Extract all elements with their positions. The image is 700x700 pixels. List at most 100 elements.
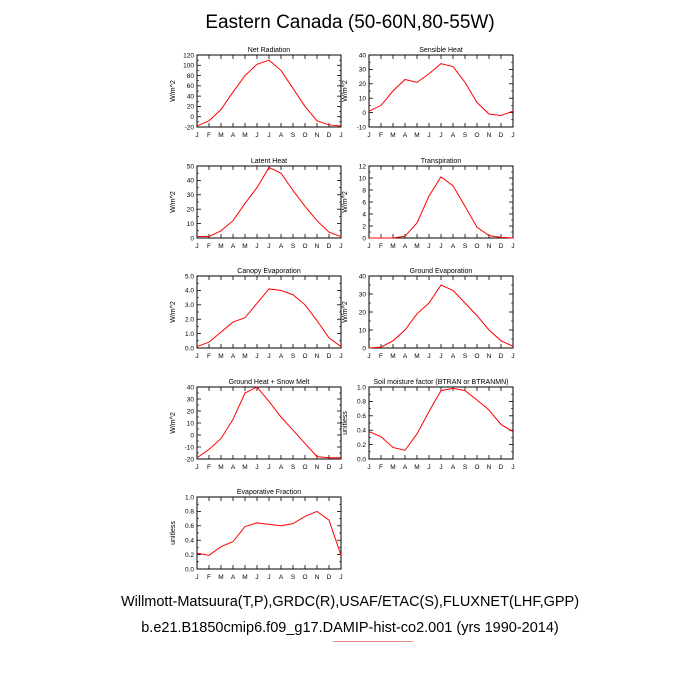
- data-point: [500, 115, 502, 117]
- y-tick-label: 30: [187, 192, 195, 199]
- chart-title: Transpiration: [421, 158, 462, 165]
- data-point: [476, 399, 478, 401]
- data-point: [220, 438, 222, 440]
- x-tick-label: A: [403, 132, 408, 139]
- x-tick-label: A: [279, 243, 284, 250]
- x-tick-label: A: [231, 132, 236, 139]
- x-tick-label: J: [255, 464, 258, 471]
- data-point: [256, 386, 258, 388]
- x-tick-label: M: [242, 574, 247, 581]
- data-point: [208, 341, 210, 343]
- data-point: [256, 63, 258, 65]
- y-tick-label: 0.0: [185, 566, 194, 573]
- x-tick-label: J: [195, 132, 198, 139]
- y-tick-label: 0: [362, 345, 366, 352]
- y-tick-label: 2: [362, 223, 366, 230]
- data-point: [316, 456, 318, 458]
- y-tick-label: 12: [359, 163, 367, 170]
- y-tick-label: 0.4: [185, 538, 194, 545]
- y-tick-label: 0: [190, 432, 194, 439]
- x-tick-label: M: [218, 243, 223, 250]
- data-point: [208, 555, 210, 557]
- y-tick-label: 6: [362, 199, 366, 206]
- y-tick-label: -20: [185, 124, 195, 131]
- x-tick-label: M: [414, 353, 419, 360]
- plot-frame: [196, 165, 342, 239]
- y-tick-label: 40: [359, 273, 367, 280]
- data-point: [268, 401, 270, 403]
- y-axis-label: unitless: [342, 411, 349, 435]
- series-line: [369, 176, 514, 239]
- x-tick-label: N: [315, 464, 320, 471]
- data-point: [256, 303, 258, 305]
- data-point: [416, 433, 418, 435]
- chart-title: Canopy Evaporation: [237, 268, 301, 275]
- data-point: [304, 206, 306, 208]
- x-tick-label: O: [474, 464, 479, 471]
- x-tick-label: F: [379, 132, 383, 139]
- y-tick-label: 3.0: [185, 302, 194, 309]
- chart-title: Ground Heat + Snow Melt: [229, 379, 310, 386]
- data-point: [268, 167, 270, 169]
- data-point: [340, 346, 342, 348]
- data-point: [452, 66, 454, 68]
- data-point: [292, 429, 294, 431]
- y-tick-label: 40: [359, 52, 367, 59]
- data-point: [232, 220, 234, 222]
- x-tick-label: M: [414, 464, 419, 471]
- series-line: [196, 288, 342, 348]
- data-point: [416, 82, 418, 84]
- y-tick-label: -10: [357, 124, 367, 131]
- x-tick-label: J: [439, 353, 442, 360]
- x-tick-label: N: [315, 574, 320, 581]
- y-tick-label: 1.0: [185, 331, 194, 338]
- data-point: [256, 522, 258, 524]
- x-tick-label: J: [255, 243, 258, 250]
- y-tick-label: 40: [187, 384, 195, 391]
- data-point: [232, 91, 234, 93]
- x-tick-label: A: [279, 353, 284, 360]
- data-point: [488, 113, 490, 115]
- data-point: [476, 315, 478, 317]
- x-tick-label: J: [367, 243, 370, 250]
- data-point: [428, 195, 430, 197]
- y-tick-label: 4.0: [185, 288, 194, 295]
- data-point: [208, 120, 210, 122]
- x-tick-label: J: [367, 353, 370, 360]
- x-tick-label: O: [302, 243, 307, 250]
- y-tick-label: 0: [190, 235, 194, 242]
- x-tick-label: J: [511, 132, 514, 139]
- series-line: [368, 387, 514, 451]
- x-tick-label: A: [451, 464, 456, 471]
- data-point: [316, 320, 318, 322]
- data-point: [392, 90, 394, 92]
- data-point: [244, 392, 246, 394]
- y-axis-label: W/m^2: [342, 301, 349, 323]
- y-tick-label: 0.0: [185, 345, 194, 352]
- y-tick-label: 0: [362, 235, 366, 242]
- y-tick-label: 0.2: [357, 442, 366, 449]
- data-point: [404, 329, 406, 331]
- chart-panel: Evaporative Fraction 0.0 0.2 0.4 0.6 0.8 1.0 J F…: [170, 489, 343, 581]
- y-tick-label: 1.0: [357, 384, 366, 391]
- x-tick-label: J: [427, 132, 430, 139]
- x-tick-label: J: [511, 464, 514, 471]
- x-tick-label: A: [403, 464, 408, 471]
- x-tick-label: A: [231, 353, 236, 360]
- data-point: [292, 88, 294, 90]
- x-tick-label: S: [463, 353, 468, 360]
- x-tick-label: D: [327, 243, 332, 250]
- x-tick-label: J: [339, 574, 342, 581]
- x-tick-label: M: [390, 132, 395, 139]
- series-line: [196, 510, 342, 556]
- y-tick-label: 40: [187, 93, 195, 100]
- data-point: [220, 546, 222, 548]
- x-tick-label: F: [207, 574, 211, 581]
- x-tick-label: J: [511, 353, 514, 360]
- data-point: [244, 203, 246, 205]
- data-point: [368, 110, 370, 112]
- y-tick-label: 80: [187, 73, 195, 80]
- data-point: [220, 331, 222, 333]
- x-tick-label: J: [195, 243, 198, 250]
